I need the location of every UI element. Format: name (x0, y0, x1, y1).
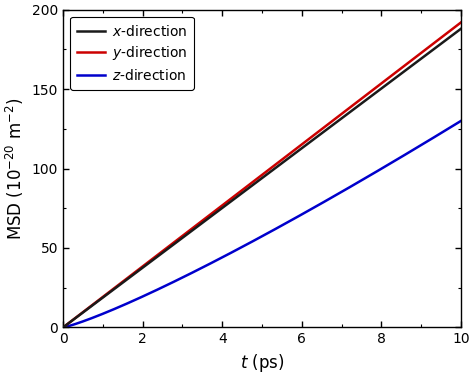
$x$-direction (236, 194, 241, 198)
$x$-direction (378, 87, 383, 91)
$y$-direction (371, 87, 376, 92)
$z$-direction (371, 171, 376, 176)
$z$-direction (221, 254, 227, 259)
Line: $y$-direction: $y$-direction (63, 22, 461, 327)
$x$-direction (371, 92, 376, 97)
X-axis label: $t$ (ps): $t$ (ps) (240, 352, 284, 374)
$z$-direction (236, 247, 241, 251)
$x$-direction (101, 295, 107, 299)
$x$-direction (458, 26, 464, 31)
$z$-direction (458, 119, 464, 123)
$x$-direction (221, 204, 227, 209)
$y$-direction (378, 82, 383, 86)
$x$-direction (60, 325, 66, 330)
$y$-direction (221, 202, 227, 206)
$z$-direction (378, 167, 383, 172)
$x$-direction (334, 120, 339, 125)
Y-axis label: MSD (10$^{-20}$ m$^{-2}$): MSD (10$^{-20}$ m$^{-2}$) (4, 98, 26, 240)
$y$-direction (236, 191, 241, 195)
Line: $x$-direction: $x$-direction (63, 29, 461, 327)
$y$-direction (334, 116, 339, 120)
Line: $z$-direction: $z$-direction (63, 121, 461, 327)
Legend: $x$-direction, $y$-direction, $z$-direction: $x$-direction, $y$-direction, $z$-direct… (70, 17, 194, 90)
$z$-direction (334, 193, 339, 197)
$y$-direction (458, 20, 464, 25)
$z$-direction (101, 311, 107, 316)
$y$-direction (60, 325, 66, 330)
$y$-direction (101, 294, 107, 299)
$z$-direction (60, 325, 66, 330)
